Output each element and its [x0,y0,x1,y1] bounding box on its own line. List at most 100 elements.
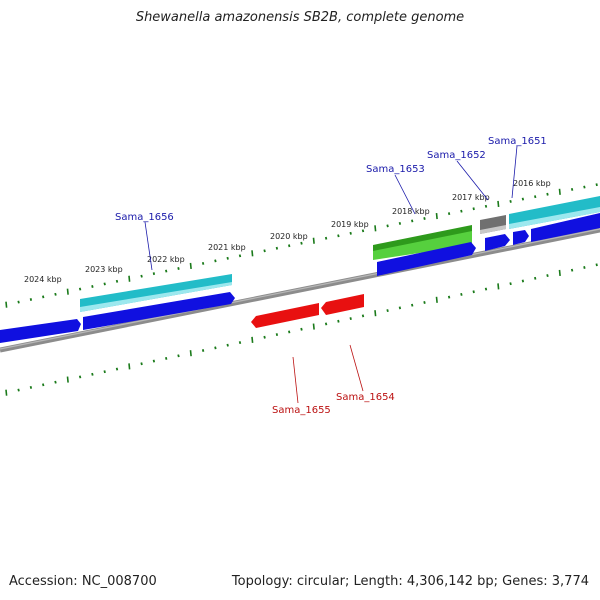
other-feature-shade [373,231,472,260]
minor-tick [115,279,119,283]
leader-line-sama-1652 [456,160,489,201]
minor-tick [570,268,574,272]
genome-backbone-highlight [0,228,600,350]
minor-tick [42,295,45,299]
minor-tick [226,256,229,260]
pseudo-feature-shade [480,225,506,234]
forward-cds-group [0,213,600,343]
gene-label: Sama_1651 [488,136,547,147]
forward-cds-arrow [531,213,600,242]
minor-tick [411,219,414,223]
outer-tick-track [5,183,598,308]
major-tick [312,237,315,244]
minor-tick [17,300,20,304]
leader-line-sama-1651 [511,145,518,199]
forward-cds-arrow [485,234,510,251]
accession-text: Accession: NC_008700 [9,574,157,589]
scale-label: 2016 kbp [513,179,551,188]
major-tick [189,262,192,270]
minor-tick [423,301,426,304]
scale-label: 2018 kbp [392,207,430,216]
minor-tick [324,322,328,326]
minor-tick [595,183,598,187]
major-tick [558,269,561,276]
major-tick [558,188,561,195]
gene-label: Sama_1656 [115,212,174,223]
minor-tick [509,200,512,203]
leader-line-sama-1653 [394,174,416,215]
minor-tick [152,272,156,276]
major-tick [189,350,192,357]
forward-cds-arrow [513,230,529,245]
forward-cds-arrow [377,242,476,276]
scale-label: 2020 kbp [270,232,308,241]
minor-tick [42,383,45,387]
major-tick [66,288,69,295]
minor-tick [349,231,352,235]
minor-tick [78,287,82,291]
minor-tick [140,274,143,278]
minor-tick [361,314,365,318]
minor-tick [201,349,205,352]
gene-label-group: Sama_1651 Sama_1652 Sama_1653 Sama_1656 … [115,136,547,416]
genome-backbone [0,227,600,353]
minor-tick [398,221,402,225]
minor-tick [115,367,119,371]
scale-label: 2024 kbp [24,275,62,284]
minor-tick [226,343,229,347]
major-tick [5,301,8,308]
minor-tick [263,249,266,253]
minor-tick [103,282,106,286]
minor-tick [583,266,586,269]
minor-tick [583,185,586,189]
minor-tick [521,279,525,283]
minor-tick [214,346,217,350]
minor-tick [398,306,402,310]
minor-tick [91,372,94,376]
major-tick [128,275,131,282]
minor-tick [546,192,549,196]
major-tick [5,389,8,396]
scale-label: 2021 kbp [208,243,246,252]
minor-tick [595,263,598,267]
gene-label: Sama_1653 [366,164,425,175]
reverse-cds-group [251,294,364,328]
minor-tick [103,370,106,374]
minor-tick [472,207,475,211]
minor-tick [91,285,94,288]
minor-tick [361,229,365,233]
minor-tick [337,319,340,323]
minor-tick [324,236,328,240]
minor-tick [275,333,279,337]
minor-tick [509,282,512,286]
scale-label: 2019 kbp [331,220,369,229]
major-tick [497,283,500,290]
minor-tick [78,375,82,379]
gene-label: Sama_1655 [272,405,331,416]
major-tick [374,225,377,232]
minor-tick [201,261,205,265]
gene-label: Sama_1654 [336,392,395,403]
minor-tick [238,254,242,258]
major-tick [497,200,500,207]
minor-tick [165,356,168,360]
minor-tick [54,292,57,296]
gene-label: Sama_1652 [427,150,486,161]
minor-tick [411,303,414,307]
minor-tick [386,224,389,228]
scale-label: 2022 kbp [147,255,185,264]
topology-summary: Topology: circular; Length: 4,306,142 bp… [231,574,589,589]
minor-tick [546,274,549,278]
minor-tick [288,330,291,334]
minor-tick [534,276,537,280]
leader-line-sama-1656 [144,221,153,271]
minor-tick [472,290,475,294]
minor-tick [349,317,352,321]
leader-line-sama-1655 [292,356,299,404]
major-tick [66,376,69,383]
minor-tick [460,292,463,296]
map-title: Shewanella amazonensis SB2B, complete ge… [135,10,465,25]
reverse-cds-arrow [321,294,364,315]
minor-tick [29,386,33,389]
major-tick [251,250,254,257]
